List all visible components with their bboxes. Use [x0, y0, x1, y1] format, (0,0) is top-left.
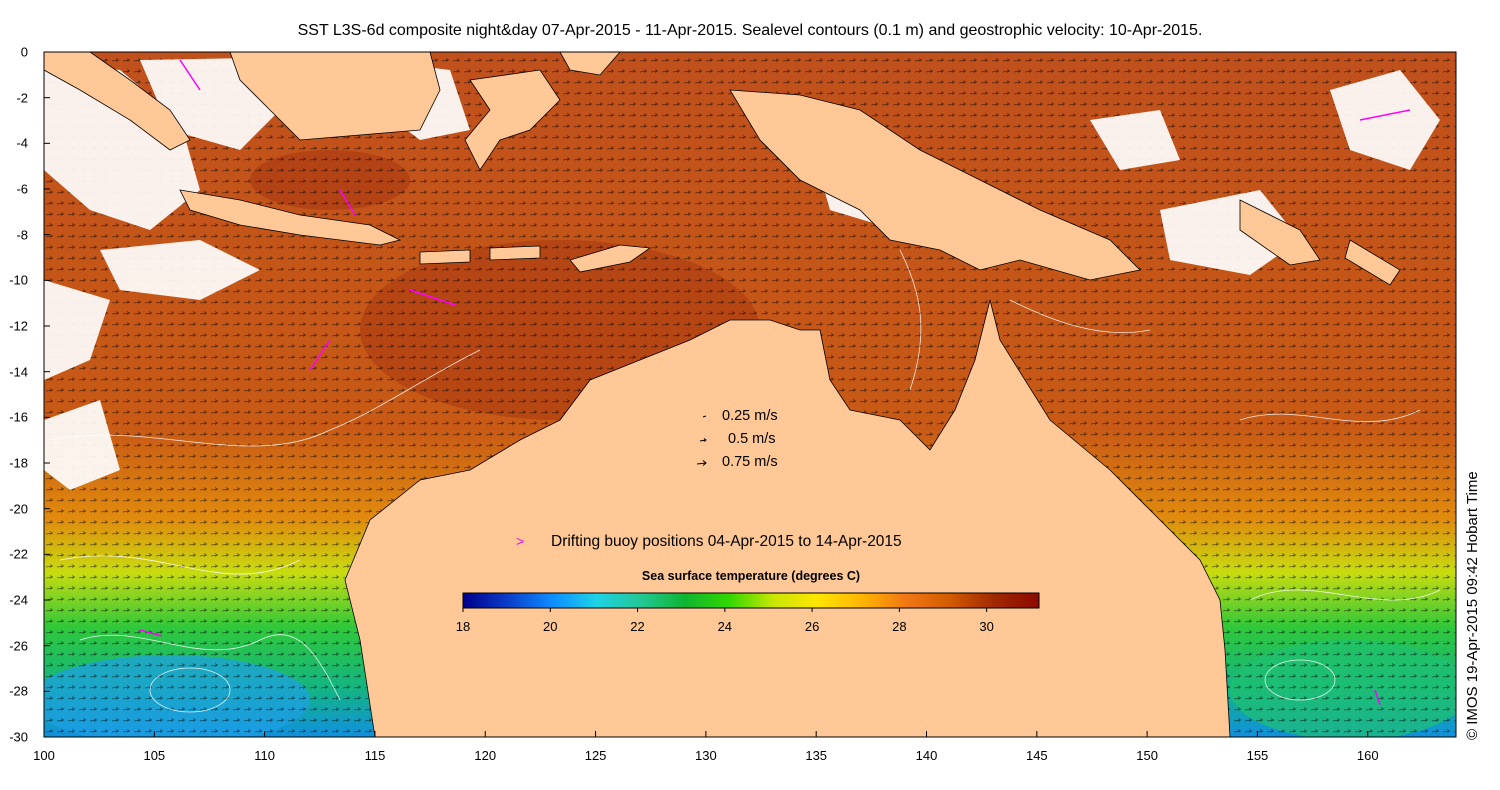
colorbar-tick-label: 20 — [543, 619, 558, 634]
land — [44, 52, 1401, 737]
colorbar-tick-label: 18 — [455, 619, 471, 634]
velocity-legend-label-2: 0.5 m/s — [728, 431, 776, 447]
velocity-legend-arrows — [696, 415, 707, 466]
x-tick-label: 125 — [584, 748, 607, 763]
sulawesi — [464, 69, 561, 171]
x-tick-label: 135 — [805, 748, 828, 763]
y-tick-label: -30 — [9, 729, 28, 745]
x-tick-label: 115 — [364, 748, 386, 763]
y-tick-label: -12 — [9, 318, 28, 334]
y-tick-label: -14 — [9, 364, 28, 380]
copyright-label: © IMOS 19-Apr-2015 09:42 Hobart Time — [1464, 471, 1481, 740]
colorbar-tick-label: 28 — [892, 619, 907, 634]
y-tick-label: -6 — [16, 181, 28, 197]
y-tick-label: -28 — [9, 683, 28, 699]
sumatra — [44, 52, 191, 151]
map-title: SST L3S-6d composite night&day 07-Apr-20… — [297, 22, 1203, 39]
x-tick-label: 120 — [474, 748, 497, 763]
x-tick-label: 155 — [1246, 748, 1269, 763]
colorbar-tick-label: 26 — [804, 619, 820, 634]
y-tick-label: -8 — [16, 227, 28, 243]
y-tick-label: -24 — [9, 592, 28, 608]
x-tick-label: 105 — [143, 748, 166, 763]
borneo — [229, 52, 441, 141]
x-tick-label: 100 — [33, 748, 55, 763]
y-tick-label: -26 — [9, 638, 28, 654]
timor — [569, 244, 652, 273]
new-guinea — [729, 89, 1141, 281]
plot-frame — [43, 51, 1457, 738]
y-tick-label: -4 — [16, 135, 28, 151]
y-tick-label: -10 — [9, 272, 28, 288]
buoy-tracks — [139, 59, 1411, 706]
colorbar-title: Sea surface temperature (degrees C) — [641, 569, 861, 583]
x-tick-label: 160 — [1356, 748, 1379, 763]
velocity-arrow-025 — [702, 415, 707, 418]
velocity-legend-label-1: 0.25 m/s — [722, 408, 778, 424]
x-tick-label: 110 — [254, 748, 275, 763]
y-tick-label: -20 — [9, 501, 28, 517]
y-tick-label: -18 — [9, 455, 28, 471]
buoy-legend-label: Drifting buoy positions 04-Apr-2015 to 1… — [551, 533, 902, 550]
sealevel-contours — [49, 249, 1441, 713]
x-tick-label: 145 — [1025, 748, 1048, 763]
colorbar-tick-label: 30 — [979, 619, 994, 634]
australia — [344, 299, 1231, 737]
velocity-legend-label-3: 0.75 m/s — [722, 454, 778, 470]
x-tick-label: 130 — [695, 748, 717, 763]
y-tick-label: -2 — [16, 90, 28, 106]
y-tick-label: -16 — [9, 409, 28, 425]
velocity-arrow-075 — [696, 460, 707, 466]
java — [179, 189, 402, 246]
y-tick-label: 0 — [20, 44, 28, 60]
colorbar-tick-label: 22 — [630, 619, 645, 634]
colorbar — [462, 592, 1040, 609]
y-tick-label: -22 — [9, 546, 28, 562]
buoy-legend-symbol: > — [516, 533, 525, 549]
x-tick-label: 140 — [915, 748, 938, 763]
colorbar-tick-label: 24 — [717, 619, 733, 634]
x-tick-label: 150 — [1136, 748, 1158, 763]
velocity-arrow-05 — [699, 438, 707, 442]
